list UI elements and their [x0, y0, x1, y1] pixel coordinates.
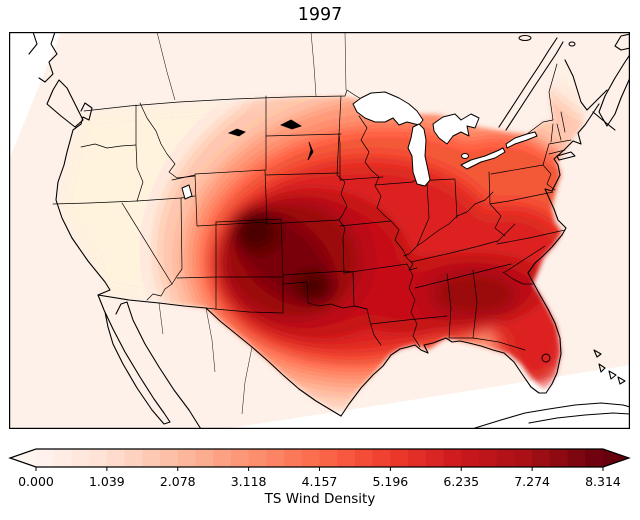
- svg-text:7.274: 7.274: [514, 474, 550, 489]
- colorbar: 0.000 1.039 2.078 3.118 4.157 5.196 6.235 7.274…: [8, 448, 631, 507]
- plot-title: 1997: [297, 5, 343, 25]
- colorbar-over-arrow: [603, 449, 629, 467]
- colorbar-under-arrow: [10, 449, 36, 467]
- map-canvas: [9, 32, 630, 429]
- svg-text:1.039: 1.039: [89, 474, 125, 489]
- colorbar-gradient-segments: [36, 449, 604, 467]
- svg-text:6.235: 6.235: [443, 474, 479, 489]
- svg-text:2.078: 2.078: [160, 474, 196, 489]
- colorbar-axis-label: TS Wind Density: [264, 491, 376, 507]
- great-lakes: [352, 91, 538, 187]
- canada-mexico-boundaries: [83, 32, 558, 415]
- inland-water-features: [181, 119, 314, 200]
- colorbar-tick-labels: 0.000 1.039 2.078 3.118 4.157 5.196 6.235 7.274…: [18, 467, 621, 489]
- state-borders: [52, 95, 572, 351]
- svg-text:3.118: 3.118: [231, 474, 267, 489]
- svg-text:5.196: 5.196: [372, 474, 408, 489]
- svg-text:8.314: 8.314: [585, 474, 621, 489]
- svg-text:0.000: 0.000: [18, 474, 54, 489]
- plot-frame: [9, 32, 630, 429]
- coastlines: [28, 32, 630, 429]
- svg-text:4.157: 4.157: [302, 474, 338, 489]
